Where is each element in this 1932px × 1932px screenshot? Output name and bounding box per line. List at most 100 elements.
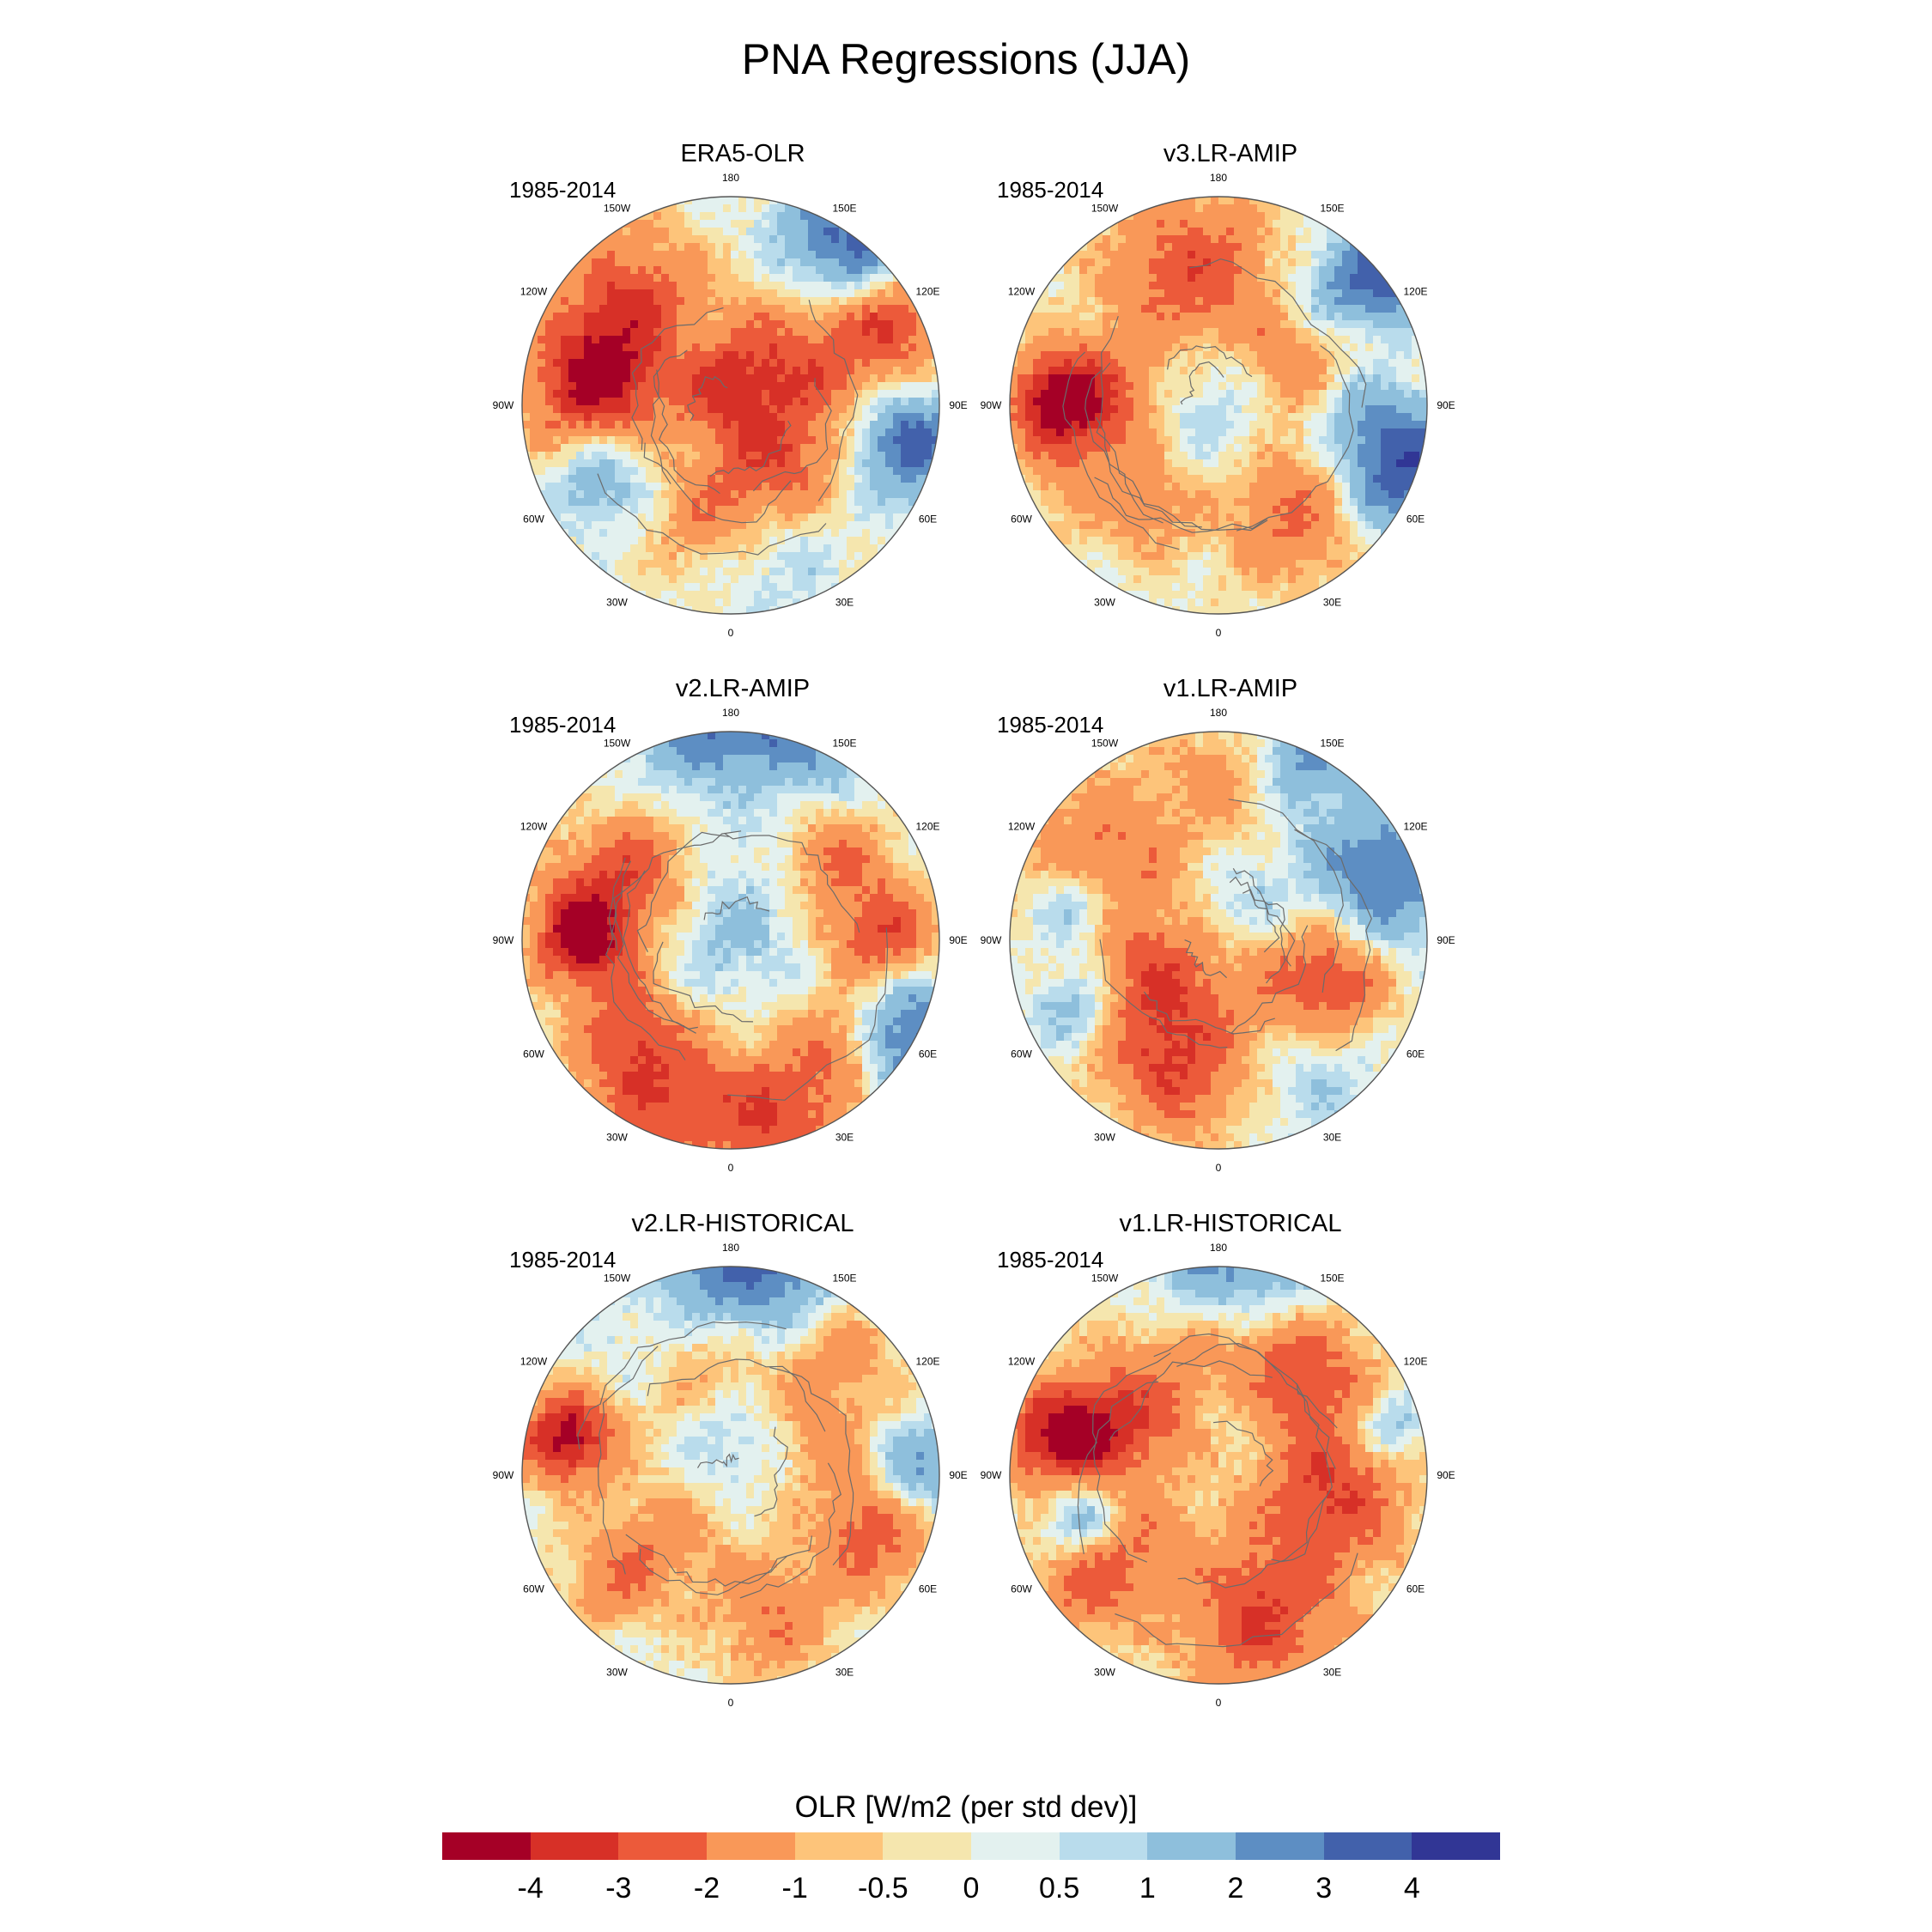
longitude-label: 30W xyxy=(606,597,628,609)
colorbar-tick-label: -2 xyxy=(693,1872,720,1905)
colorbar-tick-label: 3 xyxy=(1315,1872,1333,1905)
longitude-label: 90W xyxy=(493,1469,514,1481)
longitude-label: 150E xyxy=(1320,203,1344,215)
longitude-label: 150W xyxy=(1091,738,1119,750)
longitude-label: 90E xyxy=(949,399,967,411)
colorbar-segment xyxy=(971,1832,1060,1860)
colorbar-segment xyxy=(618,1832,708,1860)
longitude-label: 120E xyxy=(1403,821,1427,833)
longitude-label: 60W xyxy=(1011,513,1032,526)
longitude-label: 150W xyxy=(1091,1273,1119,1285)
map-boundary xyxy=(1009,196,1428,615)
polar-map: 180 150E 120E 90E 60E 30E 0 30W 60W 90W 120W 150W xyxy=(493,1242,968,1709)
colorbar-segment xyxy=(707,1832,795,1860)
panel-v1-lr-historical: v1.LR-HISTORICAL 1985-2014 180 150E 120E 90… xyxy=(973,1210,1488,1725)
longitude-label: 60W xyxy=(523,513,544,526)
map-boundary xyxy=(521,731,940,1150)
colorbar-segment xyxy=(1147,1832,1236,1860)
longitude-label: 120W xyxy=(520,286,548,298)
longitude-label: 90E xyxy=(1437,934,1455,946)
longitude-label: 60E xyxy=(1406,1583,1425,1595)
longitude-label: 180 xyxy=(1210,707,1227,719)
longitude-label: 60E xyxy=(919,513,937,526)
longitude-label: 150W xyxy=(604,203,631,215)
map-boundary xyxy=(1009,1266,1428,1685)
longitude-label: 120E xyxy=(1403,1356,1427,1368)
colorbar xyxy=(442,1832,1501,1860)
coastlines xyxy=(577,1321,854,1599)
longitude-label: 90E xyxy=(1437,399,1455,411)
panel-period: 1985-2014 xyxy=(509,712,617,738)
longitude-label: 90W xyxy=(981,934,1002,946)
longitude-label: 120W xyxy=(520,821,548,833)
panel-period: 1985-2014 xyxy=(997,712,1104,738)
panel-title: v2.LR-AMIP xyxy=(675,675,811,702)
colorbar-tick-label: 0 xyxy=(963,1872,980,1905)
olr-field xyxy=(1010,1267,1427,1684)
longitude-label: 120E xyxy=(915,1356,939,1368)
colorbar-tick-label: -0.5 xyxy=(858,1872,908,1905)
longitude-label: 150W xyxy=(1091,203,1119,215)
colorbar-tick-label: 4 xyxy=(1403,1872,1420,1905)
longitude-label: 30W xyxy=(606,1667,628,1679)
longitude-label: 150W xyxy=(604,738,631,750)
colorbar-ticks: -4 -3 -2 -1 -0.5 0 0.5 1 2 3 4 xyxy=(442,1872,1500,1915)
olr-field xyxy=(1010,732,1427,1149)
longitude-label: 180 xyxy=(722,1242,739,1254)
polar-map: 180 150E 120E 90E 60E 30E 0 30W 60W 90W 120W 150W xyxy=(493,172,968,639)
panel-period: 1985-2014 xyxy=(509,177,617,203)
longitude-label: 90E xyxy=(949,934,967,946)
longitude-label: 90W xyxy=(981,1469,1002,1481)
colorbar-segment xyxy=(883,1832,972,1860)
colorbar-segment xyxy=(1059,1832,1148,1860)
longitude-label: 150E xyxy=(1320,738,1344,750)
colorbar-title: OLR [W/m2 (per std dev)] xyxy=(794,1790,1138,1824)
longitude-label: 30W xyxy=(1094,597,1115,609)
longitude-label: 180 xyxy=(722,707,739,719)
panel-title: v2.LR-HISTORICAL xyxy=(631,1210,854,1237)
map-boundary xyxy=(521,1266,940,1685)
longitude-label: 120E xyxy=(1403,286,1427,298)
polar-map: 180 150E 120E 90E 60E 30E 0 30W 60W 90W 120W 150W xyxy=(981,172,1455,639)
longitude-label: 90E xyxy=(1437,1469,1455,1481)
longitude-label: 120E xyxy=(915,821,939,833)
longitude-label: 60W xyxy=(1011,1048,1032,1060)
longitude-label: 150W xyxy=(604,1273,631,1285)
panel-period: 1985-2014 xyxy=(997,1247,1104,1273)
longitude-label: 120W xyxy=(1008,821,1036,833)
longitude-label: 60E xyxy=(1406,1048,1425,1060)
longitude-label: 90W xyxy=(981,399,1002,411)
longitude-label: 120W xyxy=(1008,286,1036,298)
colorbar-segment xyxy=(1323,1832,1413,1860)
longitude-label: 0 xyxy=(1216,1162,1222,1174)
longitude-label: 90E xyxy=(949,1469,967,1481)
colorbar-tick-label: 2 xyxy=(1227,1872,1244,1905)
longitude-label: 30E xyxy=(835,1132,854,1144)
colorbar-tick-label: 1 xyxy=(1139,1872,1156,1905)
map-boundary xyxy=(521,196,940,615)
longitude-label: 0 xyxy=(728,1162,734,1174)
polar-map: 180 150E 120E 90E 60E 30E 0 30W 60W 90W 120W 150W xyxy=(493,707,968,1174)
longitude-label: 30W xyxy=(606,1132,628,1144)
longitude-label: 180 xyxy=(722,172,739,184)
coastlines xyxy=(605,830,889,1101)
longitude-label: 60W xyxy=(1011,1583,1032,1595)
longitude-label: 30E xyxy=(1323,1667,1341,1679)
panel-v2-lr-historical: v2.LR-HISTORICAL 1985-2014 180 150E 120E 90… xyxy=(485,1210,1000,1725)
colorbar-tick-label: -1 xyxy=(781,1872,808,1905)
longitude-label: 120W xyxy=(1008,1356,1036,1368)
panel-era5-olr: ERA5-OLR 1985-2014 180 150E 120E 90E 60E 30E 0… xyxy=(485,140,1000,655)
longitude-label: 30W xyxy=(1094,1667,1115,1679)
longitude-label: 60E xyxy=(1406,513,1425,526)
panel-v3-lr-amip: v3.LR-AMIP 1985-2014 180 150E 120E 90E 60E 30… xyxy=(973,140,1488,655)
panel-title: v1.LR-HISTORICAL xyxy=(1119,1210,1342,1237)
polar-map: 180 150E 120E 90E 60E 30E 0 30W 60W 90W 120W 150W xyxy=(981,1242,1455,1709)
longitude-label: 120W xyxy=(520,1356,548,1368)
longitude-label: 0 xyxy=(1216,1697,1222,1709)
longitude-label: 90W xyxy=(493,934,514,946)
colorbar-tick-label: 0.5 xyxy=(1039,1872,1080,1905)
coastlines xyxy=(597,300,859,556)
longitude-label: 150E xyxy=(832,738,856,750)
panel-period: 1985-2014 xyxy=(509,1247,617,1273)
longitude-label: 180 xyxy=(1210,172,1227,184)
